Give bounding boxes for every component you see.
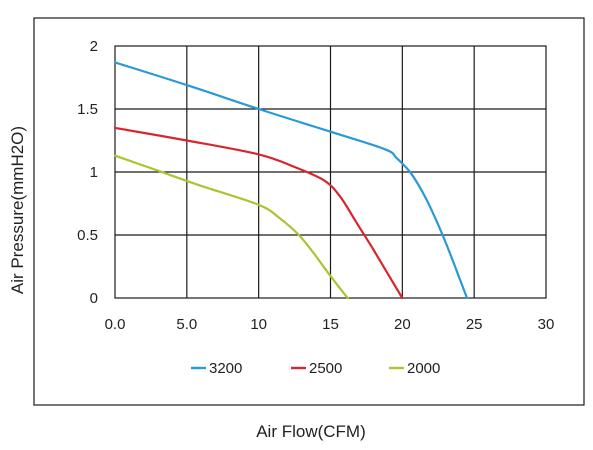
y-axis-title: Air Pressure(mmH2O)	[8, 126, 27, 294]
y-tick-label: 0.5	[77, 227, 98, 244]
y-tick-label: 0	[90, 290, 98, 307]
outer-frame	[33, 17, 585, 406]
x-tick-label: 25	[466, 316, 483, 333]
x-tick-label: 20	[394, 316, 411, 333]
legend-label-2500: 2500	[309, 360, 342, 377]
series-lines	[113, 61, 469, 300]
x-tick-label: 30	[538, 316, 555, 333]
x-axis-title: Air Flow(CFM)	[256, 422, 366, 441]
x-tick-label: 5.0	[176, 316, 197, 333]
x-tick-label: 15	[322, 316, 339, 333]
legend: 3200 2500 2000	[191, 360, 440, 377]
series-line-2500	[113, 126, 404, 300]
legend-label-2000: 2000	[407, 360, 440, 377]
x-tick-label: 10	[250, 316, 267, 333]
series-line-2000	[113, 154, 349, 300]
series-line-3200	[113, 61, 469, 300]
x-tick-labels: 0.0 5.0 10 15 20 25 30	[105, 316, 555, 333]
legend-label-3200: 3200	[209, 360, 242, 377]
y-tick-label: 2	[90, 38, 98, 55]
grid	[114, 45, 547, 299]
y-tick-label: 1	[90, 164, 98, 181]
y-tick-label: 1.5	[77, 101, 98, 118]
x-tick-label: 0.0	[105, 316, 126, 333]
y-tick-labels: 0 0.5 1 1.5 2	[77, 38, 98, 307]
